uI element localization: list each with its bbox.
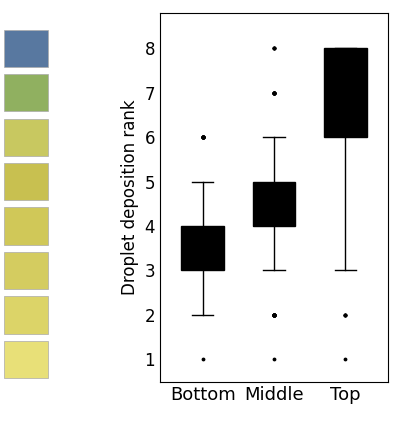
PathPatch shape bbox=[324, 48, 367, 137]
PathPatch shape bbox=[253, 181, 295, 226]
Y-axis label: Droplet deposition rank: Droplet deposition rank bbox=[121, 99, 139, 295]
PathPatch shape bbox=[181, 226, 224, 271]
